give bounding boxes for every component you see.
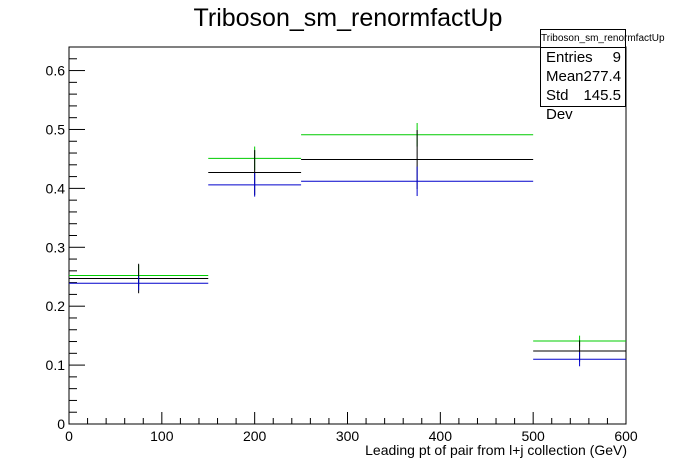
x-tick-label: 200 — [243, 428, 267, 444]
stats-mean-label: Mean — [546, 68, 584, 85]
stats-std-value: 145.5 — [583, 87, 621, 104]
y-tick-label: 0 — [57, 416, 65, 432]
y-tick-label: 0.6 — [46, 63, 66, 79]
stats-entries-row: Entries 9 — [541, 48, 625, 67]
x-tick-label: 400 — [429, 428, 453, 444]
y-tick-label: 0.3 — [46, 239, 66, 255]
x-tick-label: 600 — [614, 428, 638, 444]
data-series — [69, 122, 626, 367]
y-tick-label: 0.1 — [46, 357, 66, 373]
x-tick-label: 500 — [521, 428, 545, 444]
x-axis-label: Leading pt of pair from l+j collection (… — [365, 442, 627, 458]
stats-box: Triboson_sm_renormfactUp Entries 9 Mean … — [540, 29, 665, 123]
x-tick-label: 300 — [336, 428, 360, 444]
x-tick-label: 100 — [150, 428, 174, 444]
y-tick-label: 0.2 — [46, 298, 66, 314]
x-tick-label: 0 — [65, 428, 73, 444]
stats-entries-value: 9 — [612, 49, 621, 66]
y-tick-label: 0.4 — [46, 180, 66, 196]
stats-entries-label: Entries — [546, 49, 593, 66]
y-tick-label: 0.5 — [46, 121, 66, 137]
stats-std-row: Std Dev 145.5 — [541, 86, 625, 123]
chart-title: Triboson_sm_renormfactUp — [193, 4, 503, 32]
stats-mean-value: 277.4 — [583, 68, 622, 85]
axes: 0 100 200 300 400 500 600 0 0.1 0.2 0.3 0.4 0.5 0.6 — [46, 46, 638, 444]
stats-title: Triboson_sm_renormfactUp — [541, 30, 665, 48]
stats-mean-row: Mean 277.4 — [541, 67, 625, 86]
stats-std-label: Std Dev — [546, 87, 573, 123]
